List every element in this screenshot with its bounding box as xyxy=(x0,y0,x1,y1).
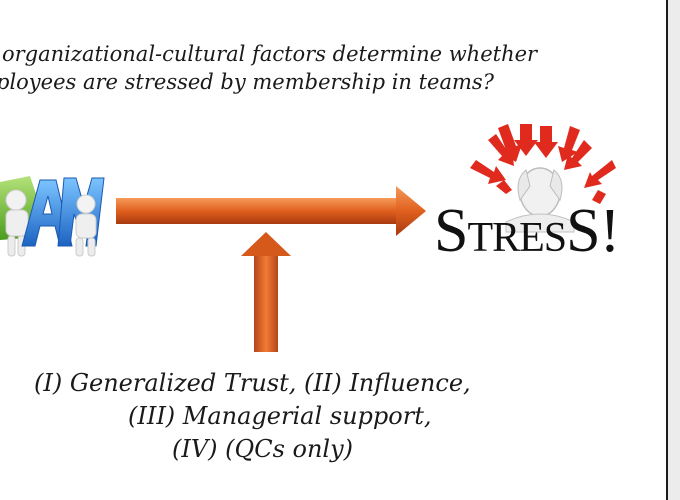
team-figure-head xyxy=(5,189,27,211)
vertical-arrow xyxy=(241,232,291,352)
factors-line-3: (IV) (QCs only) xyxy=(172,435,354,463)
stress-burst-icon xyxy=(470,124,616,204)
slide-graphics xyxy=(0,124,616,352)
team-figure-body xyxy=(5,209,29,237)
stress-exclamation: ! xyxy=(599,197,621,265)
question-line-2: ployees are stressed by membership in te… xyxy=(0,70,494,94)
factors-line-2: (III) Managerial support, xyxy=(128,402,432,430)
team-logo-image xyxy=(0,176,105,257)
slide: organizational-cultural factors determin… xyxy=(0,42,621,463)
stress-label: STRESS! xyxy=(434,196,621,267)
stress-letters-middle: TRES xyxy=(467,215,567,261)
question-line-1: organizational-cultural factors determin… xyxy=(2,42,538,66)
window-right-edge xyxy=(666,0,680,500)
stress-letter-first: S xyxy=(434,197,468,265)
stressed-person-icon xyxy=(505,167,575,233)
team-figure-2-head xyxy=(76,194,96,214)
factors-line-1: (I) Generalized Trust, (II) Influence, xyxy=(34,369,471,397)
stress-letter-last: S xyxy=(566,197,600,265)
horizontal-arrow xyxy=(116,186,426,236)
